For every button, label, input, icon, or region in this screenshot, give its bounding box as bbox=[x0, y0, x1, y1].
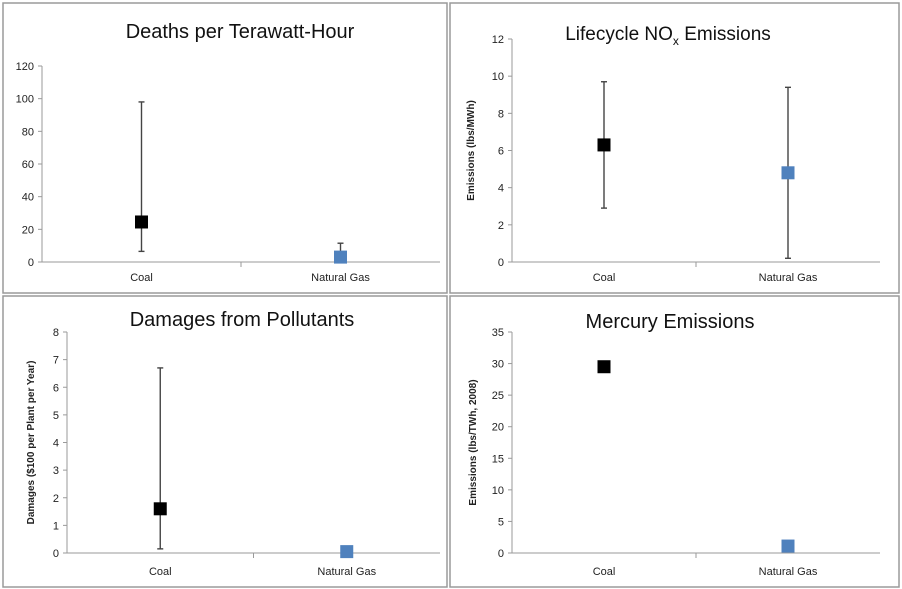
x-category-label: Natural Gas bbox=[311, 272, 370, 284]
data-point-natural-gas bbox=[334, 250, 347, 264]
x-category-label: Coal bbox=[130, 272, 153, 284]
data-point-coal bbox=[153, 502, 167, 516]
y-tick-label: 3 bbox=[53, 465, 59, 477]
y-tick-label: 0 bbox=[498, 257, 504, 269]
data-point-coal bbox=[597, 360, 611, 374]
y-tick-label: 80 bbox=[22, 126, 34, 138]
x-category-label: Natural Gas bbox=[759, 566, 818, 578]
data-point-coal bbox=[597, 138, 611, 152]
chart-panel-2: Lifecycle NOx Emissions 0 2 4 6 8 10 12 Emission… bbox=[449, 2, 900, 294]
chart-title: Deaths per Terawatt-Hour bbox=[126, 21, 355, 43]
chart-panel-4: Mercury Emissions 0 5 10 15 20 25 30 35 Emissions… bbox=[449, 295, 900, 588]
y-tick-label: 0 bbox=[53, 548, 59, 560]
panel-border bbox=[2, 2, 448, 294]
data-point-natural-gas bbox=[781, 539, 795, 553]
y-tick-label: 40 bbox=[22, 192, 34, 204]
y-tick-label: 4 bbox=[498, 183, 504, 195]
y-tick-label: 5 bbox=[53, 410, 59, 422]
x-category-label: Coal bbox=[149, 566, 172, 578]
y-axis-label: Damages ($100 per Plant per Year) bbox=[26, 361, 37, 525]
panel-border bbox=[449, 295, 900, 588]
y-axis-label: Emissions (lbs/MWh) bbox=[466, 100, 477, 201]
panel-border bbox=[2, 295, 448, 588]
data-point-natural-gas bbox=[340, 545, 354, 559]
y-tick-label: 100 bbox=[16, 94, 34, 106]
data-point-natural-gas bbox=[781, 166, 795, 180]
chart-title: Lifecycle NOx Emissions bbox=[565, 24, 771, 48]
y-tick-label: 25 bbox=[492, 390, 504, 402]
y-tick-label: 30 bbox=[492, 359, 504, 371]
y-tick-label: 120 bbox=[16, 61, 34, 73]
y-tick-label: 1 bbox=[53, 520, 59, 532]
y-tick-label: 20 bbox=[492, 422, 504, 434]
y-tick-label: 60 bbox=[22, 159, 34, 171]
y-tick-label: 5 bbox=[498, 516, 504, 528]
y-tick-label: 10 bbox=[492, 71, 504, 83]
y-axis-label: Emissions (lbs/TWh, 2008) bbox=[468, 379, 479, 505]
y-tick-label: 7 bbox=[53, 355, 59, 367]
y-tick-label: 12 bbox=[492, 34, 504, 46]
x-category-label: Coal bbox=[593, 566, 616, 578]
y-tick-label: 2 bbox=[53, 493, 59, 505]
x-category-label: Coal bbox=[593, 272, 616, 284]
data-point-coal bbox=[135, 215, 148, 229]
chart-title: Damages from Pollutants bbox=[130, 309, 355, 331]
panel-border bbox=[449, 2, 900, 294]
x-category-label: Natural Gas bbox=[317, 566, 376, 578]
y-tick-label: 35 bbox=[492, 327, 504, 339]
y-tick-label: 6 bbox=[53, 382, 59, 394]
y-tick-label: 8 bbox=[498, 108, 504, 120]
x-category-label: Natural Gas bbox=[759, 272, 818, 284]
y-tick-label: 20 bbox=[22, 224, 34, 236]
y-tick-label: 0 bbox=[498, 548, 504, 560]
y-tick-label: 4 bbox=[53, 438, 59, 450]
y-tick-label: 0 bbox=[28, 257, 34, 269]
y-tick-label: 2 bbox=[498, 220, 504, 232]
chart-panel-1: Deaths per Terawatt-Hour 0 20 40 60 80 100 120 C… bbox=[2, 2, 448, 294]
y-tick-label: 10 bbox=[492, 485, 504, 497]
y-tick-label: 15 bbox=[492, 453, 504, 465]
chart-title: Mercury Emissions bbox=[586, 311, 755, 333]
y-tick-label: 8 bbox=[53, 327, 59, 339]
y-tick-label: 6 bbox=[498, 146, 504, 158]
chart-panel-3: Damages from Pollutants 0 1 2 3 4 5 6 7 8 Damages … bbox=[2, 295, 448, 588]
